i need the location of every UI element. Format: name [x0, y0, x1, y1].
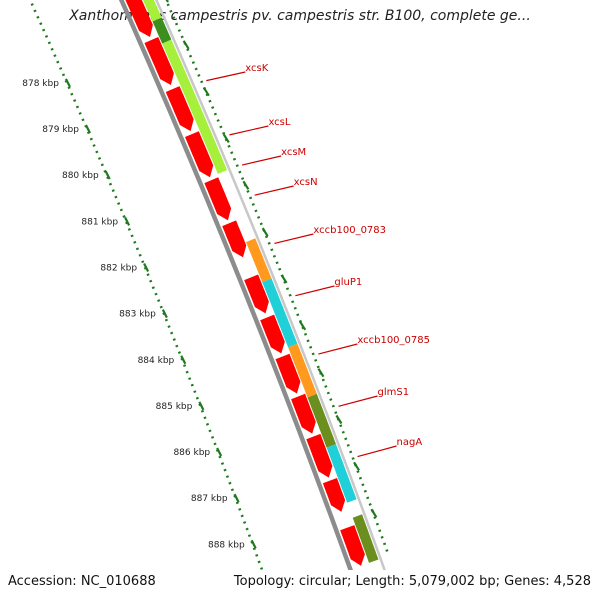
kbp-label: 887 kbp [191, 494, 228, 504]
gene-label-xcsM[interactable]: xcsM [281, 147, 306, 158]
outer-tick [370, 508, 378, 518]
genome-map[interactable]: 878 kbp 879 kbp 880 kbp 881 kbp 882 kbp 883 k… [0, 0, 600, 570]
ruler-tick [124, 216, 131, 226]
gene-labels: xcsK xcsL xcsM xcsN xccb100_0783 gluP1 xccb100… [206, 63, 430, 458]
outer-tick [335, 414, 343, 425]
page-title: Xanthomonas campestris pv. campestris st… [69, 8, 531, 24]
cds-arrow [185, 131, 214, 178]
gene-leader-line [241, 155, 282, 166]
kbp-ruler: 878 kbp 879 kbp 880 kbp 881 kbp 882 kbp 883 k… [22, 3, 264, 570]
cds-arrow [291, 393, 316, 434]
feature-block-cyan [326, 444, 357, 503]
kbp-label: 881 kbp [81, 217, 118, 227]
kbp-label: 878 kbp [22, 79, 59, 89]
ruler-tick [104, 170, 111, 180]
gene-features [125, 0, 391, 566]
accession-label: Accession: NC_010688 [8, 574, 156, 589]
cds-arrow [322, 478, 346, 512]
outer-tick [182, 40, 190, 50]
ruler-tick [64, 78, 71, 88]
feature-block-orange [288, 343, 317, 398]
cds-arrow [306, 433, 333, 478]
gene-leader-line [229, 125, 269, 136]
gene-label-xcsN[interactable]: xcsN [294, 177, 318, 188]
backbone-shadow [154, 0, 386, 570]
ruler-tick [84, 124, 91, 134]
outer-tick [202, 87, 210, 97]
cds-arrow [144, 37, 174, 85]
feature-block-olive [352, 514, 379, 563]
gene-leader-line [338, 395, 378, 407]
cds-arrow [244, 274, 269, 314]
gene-leader-line [254, 185, 294, 196]
gene-label-xccb100_0783[interactable]: xccb100_0783 [313, 225, 386, 236]
kbp-label: 885 kbp [156, 402, 193, 412]
cds-arrow [222, 220, 247, 258]
gene-label-gluP1[interactable]: gluP1 [334, 277, 362, 288]
ruler-tick [180, 355, 187, 365]
gene-label-glmS1[interactable]: glmS1 [378, 387, 410, 398]
feature-block-lime [142, 0, 162, 22]
outer-tick [299, 321, 307, 331]
ruler-tick [233, 493, 240, 503]
ruler-tick [161, 309, 168, 319]
gene-leader-line [274, 233, 314, 245]
outer-tick [353, 461, 360, 471]
ruler-tick [216, 447, 223, 457]
cds-arrow [275, 353, 301, 394]
feature-block-lime [162, 39, 228, 174]
ruler-tick [198, 401, 205, 411]
backbone-line [118, 0, 353, 570]
outer-tick [261, 227, 269, 237]
feature-block-green [152, 17, 172, 44]
cds-arrow [260, 314, 285, 354]
outer-tick [242, 180, 250, 190]
gene-leader-line [295, 285, 335, 297]
gene-leader-line [318, 343, 358, 355]
gene-leader-line [206, 71, 246, 82]
cds-arrow [204, 177, 232, 221]
feature-block-cyan [262, 278, 298, 348]
ruler-tick [143, 262, 150, 272]
outer-tick [165, 0, 169, 3]
kbp-label: 880 kbp [62, 171, 99, 181]
cds-arrow [340, 525, 365, 566]
ruler-tick [250, 539, 257, 549]
outer-tick [317, 368, 325, 378]
kbp-label: 888 kbp [208, 540, 245, 550]
gene-label-xccb100_0785[interactable]: xccb100_0785 [357, 335, 430, 346]
outer-tick [280, 274, 288, 284]
ruler-line [30, 3, 264, 570]
feature-block-olive [307, 393, 336, 448]
gene-label-nagA[interactable]: nagA [397, 437, 423, 448]
kbp-label: 886 kbp [173, 448, 210, 458]
topology-label: Topology: circular; Length: 5,079,002 bp… [233, 574, 591, 589]
kbp-label: 882 kbp [100, 263, 137, 273]
kbp-label: 884 kbp [138, 356, 175, 366]
feature-block-orange [246, 238, 272, 283]
cds-arrow [165, 86, 194, 132]
gene-label-xcsK[interactable]: xcsK [245, 63, 268, 74]
gene-label-xcsL[interactable]: xcsL [268, 117, 290, 128]
kbp-label: 883 kbp [119, 310, 156, 320]
kbp-label: 879 kbp [42, 125, 79, 135]
outer-tick [222, 133, 230, 144]
gene-leader-line [357, 445, 397, 458]
cds-arrow [125, 0, 153, 37]
genome-backbone [118, 0, 386, 570]
